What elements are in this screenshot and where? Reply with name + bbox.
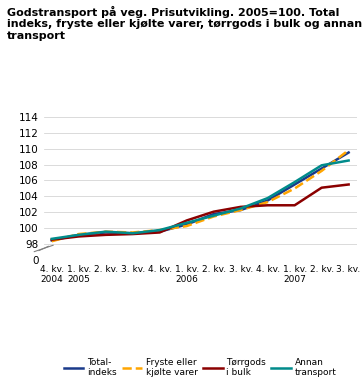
Text: Godstransport på veg. Prisutvikling. 2005=100. Total
indeks, fryste eller kjølte: Godstransport på veg. Prisutvikling. 200… bbox=[7, 6, 363, 41]
Legend: Total-
indeks, Fryste eller
kjølte varer, Tørrgods
i bulk, Annan
transport: Total- indeks, Fryste eller kjølte varer… bbox=[64, 358, 337, 377]
